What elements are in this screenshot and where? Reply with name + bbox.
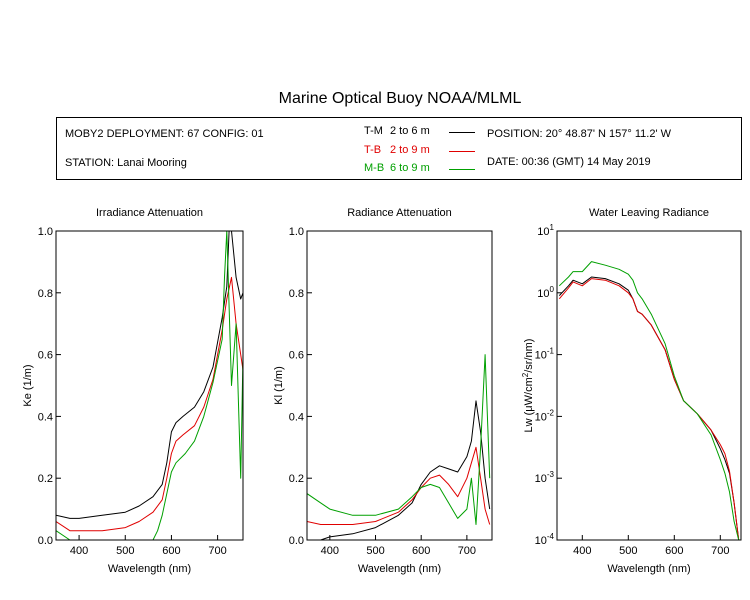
y-tick-label: 0.2 (289, 473, 304, 485)
deployment-text: MOBY2 DEPLOYMENT: 67 CONFIG: 01 (65, 128, 264, 140)
series-line-m-b (56, 231, 243, 540)
station-text: STATION: Lanai Mooring (65, 157, 187, 169)
legend-range: 2 to 6 m (390, 125, 430, 137)
y-tick-label: 0.8 (38, 288, 53, 300)
series-line-t-m (56, 231, 243, 519)
y-tick-label: 0.6 (38, 350, 53, 362)
x-tick-label: 500 (116, 545, 134, 557)
y-tick-label: 100 (537, 285, 554, 300)
x-tick-label: 600 (665, 545, 683, 557)
x-tick-label: 400 (70, 545, 88, 557)
plot-frame (556, 230, 742, 541)
chart-title: Irradiance Attenuation (96, 207, 203, 219)
y-tick-label: 0.4 (289, 411, 304, 423)
chart-title: Water Leaving Radiance (589, 207, 709, 219)
legend-name: M-B (364, 162, 385, 174)
x-tick-label: 400 (573, 545, 591, 557)
y-tick-label: 1.0 (38, 226, 53, 238)
y-tick-label: 0.0 (38, 535, 53, 547)
x-axis-label: Wavelength (nm) (358, 563, 441, 575)
y-tick-label: 0.6 (289, 350, 304, 362)
x-axis-label: Wavelength (nm) (108, 563, 191, 575)
chart-3: Water Leaving Radiance 400 500 600 700 10-4 10… (521, 207, 742, 575)
plot-frame (55, 230, 244, 541)
series-line-m-b (558, 261, 740, 540)
page-title: Marine Optical Buoy NOAA/MLML (278, 90, 522, 107)
chart-title: Radiance Attenuation (347, 207, 452, 219)
chart-1: Irradiance Attenuation 400 500 600 700 0.0 0.2… (22, 207, 244, 575)
date-text: DATE: 00:36 (GMT) 14 May 2019 (487, 156, 651, 168)
series-line-t-m (558, 276, 740, 540)
plot-frame (306, 230, 493, 541)
y-tick-label: 0.2 (38, 473, 53, 485)
info-box: MOBY2 DEPLOYMENT: 67 CONFIG: 01 STATION:… (56, 117, 742, 180)
y-tick-label: 0.0 (289, 535, 304, 547)
series-group (307, 354, 491, 540)
y-axis-label: Lw (μW/cm2/sr/nm) (521, 339, 535, 433)
series-group (558, 261, 740, 540)
legend-item-t-m: T-M 2 to 6 m (364, 125, 475, 137)
x-tick-label: 600 (412, 545, 430, 557)
series-line-t-m (307, 400, 491, 540)
x-tick-label: 400 (321, 545, 339, 557)
y-tick-label: 101 (537, 223, 554, 238)
x-tick-label: 700 (458, 545, 476, 557)
series-group (56, 231, 243, 540)
legend-name: T-M (364, 125, 383, 137)
legend-line (449, 132, 475, 133)
y-tick-label: 1.0 (289, 226, 304, 238)
y-tick-label: 0.4 (38, 411, 53, 423)
series-line-t-b (307, 446, 491, 525)
y-axis-label: Ke (1/m) (22, 364, 34, 406)
legend-line (449, 169, 475, 170)
legend-line (449, 151, 475, 152)
x-tick-label: 700 (711, 545, 729, 557)
y-tick-label: 0.8 (289, 288, 304, 300)
x-tick-label: 700 (208, 545, 226, 557)
x-tick-label: 500 (366, 545, 384, 557)
y-tick-label: 10-4 (535, 532, 555, 547)
chart-2: Radiance Attenuation 400 500 600 700 0.0 0.2 0.… (273, 207, 493, 575)
position-text: POSITION: 20° 48.87' N 157° 11.2' W (487, 128, 671, 140)
legend-item-m-b: M-B 6 to 9 m (364, 162, 475, 174)
y-tick-label: 10-3 (535, 470, 555, 485)
legend-range: 6 to 9 m (390, 162, 430, 174)
y-tick-label: 10-1 (535, 347, 555, 362)
series-line-t-b (558, 278, 740, 540)
legend-item-t-b: T-B 2 to 9 m (364, 144, 475, 156)
x-tick-label: 500 (619, 545, 637, 557)
series-line-m-b (307, 354, 491, 525)
x-axis-label: Wavelength (nm) (607, 563, 690, 575)
legend-range: 2 to 9 m (390, 144, 430, 156)
y-tick-label: 10-2 (535, 408, 555, 423)
series-line-t-b (56, 276, 243, 532)
x-tick-label: 600 (162, 545, 180, 557)
y-axis-label: Kl (1/m) (273, 366, 285, 405)
legend-name: T-B (364, 144, 382, 156)
